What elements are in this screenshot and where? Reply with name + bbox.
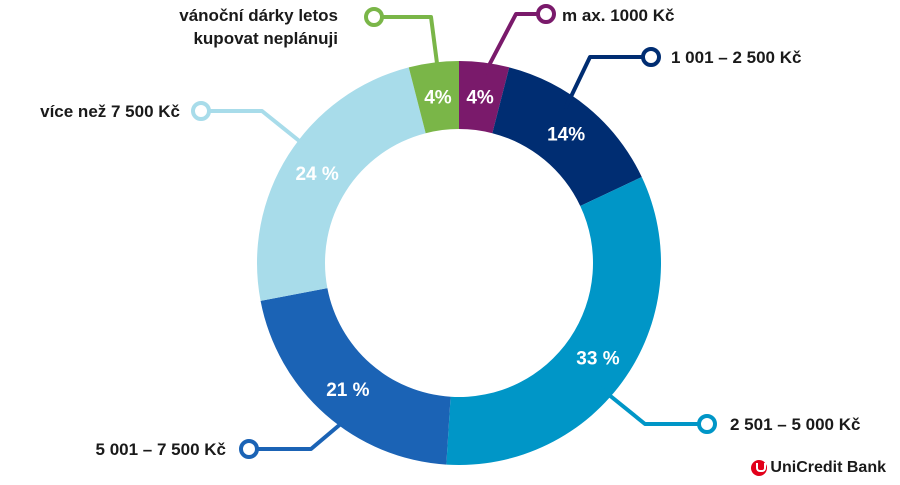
segment-category-label: m ax. 1000 Kč: [562, 6, 674, 25]
donut-segment-vice-nez-7-500-kc: [257, 67, 426, 301]
segment-value-labels: 4% 14% 33 % 21 % 24 % 4%: [295, 87, 619, 401]
segment-category-label: 5 001 – 7 500 Kč: [96, 440, 226, 459]
leader-line: [564, 55, 653, 109]
logo-text: UniCredit Bank: [770, 459, 886, 476]
leader-line: [372, 15, 440, 73]
segment-category-label: 1 001 – 2 500 Kč: [671, 48, 801, 67]
segment-category-label: vánoční dárky letos kupovat neplánuji: [179, 6, 338, 48]
donut-segments: [257, 61, 661, 466]
donut-segment-2-501-5-000-kc: [446, 176, 661, 466]
segment-category-label: více než 7 500 Kč: [40, 102, 180, 121]
segment-value-label: 21 %: [326, 380, 369, 401]
leader-line: [596, 384, 709, 426]
segment-callouts: m ax. 1000 Kč 1 001 – 2 500 Kč 2 501 – 5 0…: [40, 4, 860, 459]
donut-segment-5-001-7-500-kc: [260, 288, 451, 465]
unicredit-logo-icon: [751, 460, 768, 476]
donut-segment-1-001-2-500-kc: [492, 67, 642, 206]
callout-marker: [191, 101, 211, 121]
segment-value-label: 4%: [424, 87, 452, 108]
callout-marker: [239, 439, 259, 459]
callout-marker: [641, 47, 661, 67]
donut-segment-vanocni-darky-letos-kupovat-neplanuji: [408, 61, 459, 134]
segment-value-label: 4%: [466, 87, 494, 108]
leader-line: [199, 109, 315, 154]
callout-marker: [364, 7, 384, 27]
leader-line: [247, 420, 345, 451]
donut-segment-m-ax-1000-kc: [459, 61, 510, 134]
unicredit-logo: UniCredit Bank: [751, 459, 886, 477]
segment-value-label: 24 %: [295, 164, 338, 185]
callout-marker: [536, 4, 556, 24]
segment-value-label: 14%: [547, 125, 585, 146]
segment-category-label: 2 501 – 5 000 Kč: [730, 415, 860, 434]
callout-marker: [697, 414, 717, 434]
segment-value-label: 33 %: [576, 348, 619, 369]
